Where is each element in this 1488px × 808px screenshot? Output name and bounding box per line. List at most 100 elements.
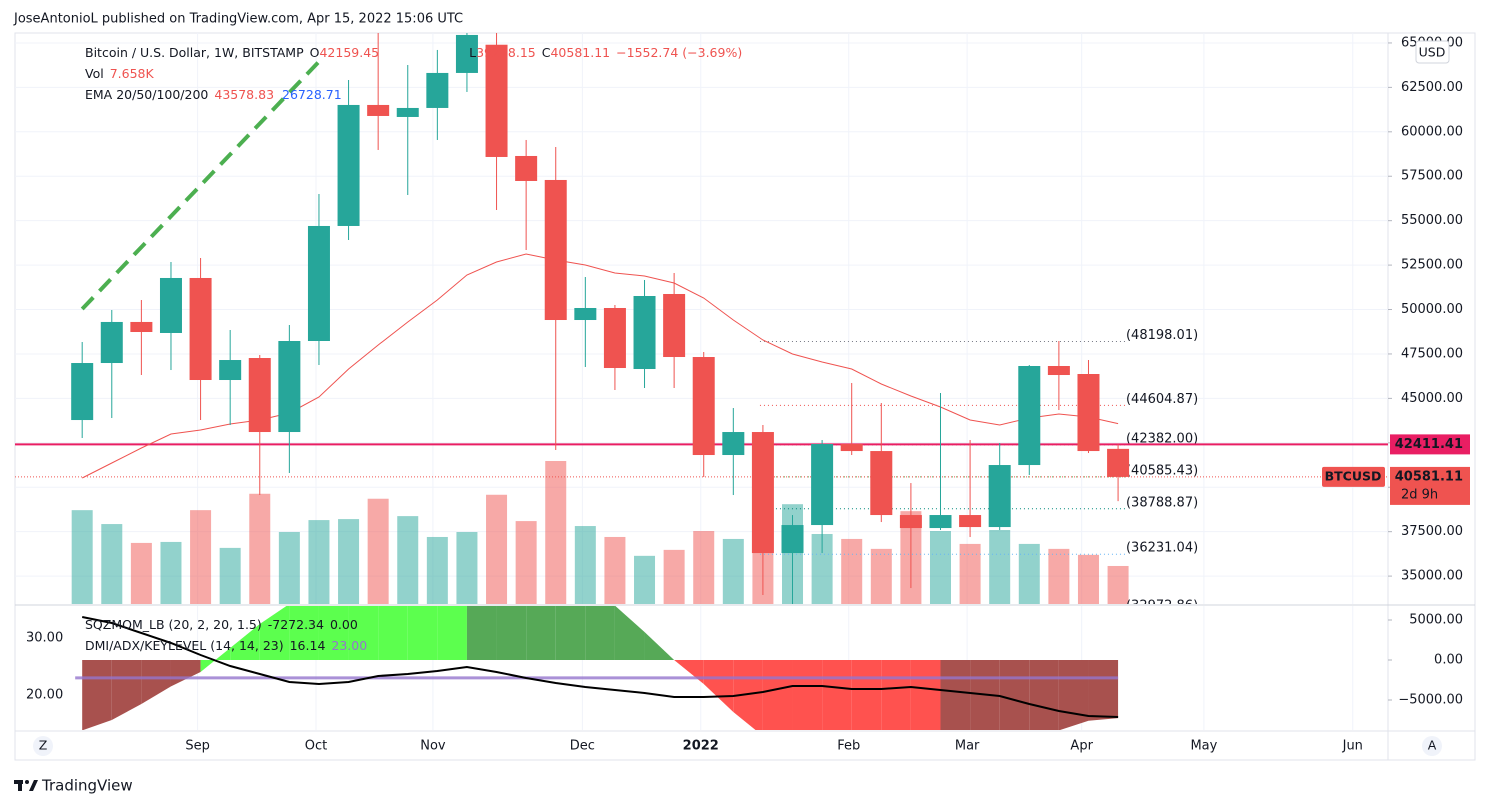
- volume-bar: [574, 526, 596, 604]
- countdown-label: 2d 9h: [1401, 487, 1438, 502]
- adx-line: [82, 616, 1119, 718]
- ema-trend-line: [80, 60, 321, 311]
- candle-body: [455, 34, 478, 73]
- volume-bar: [338, 519, 360, 604]
- legend-name: SQZMOM_LB (20, 2, 20, 1.5): [85, 617, 262, 632]
- momentum-area: [111, 660, 142, 720]
- logo-part: [18, 780, 22, 791]
- candle-body: [574, 307, 597, 321]
- candle-body: [870, 451, 893, 516]
- momentum-area: [289, 606, 319, 660]
- legend-value: 43578.83: [214, 87, 274, 102]
- scale-button[interactable]: [33, 736, 53, 756]
- y-tick-label: 47500.00: [1401, 346, 1463, 361]
- y-tick-label: 30.00: [26, 630, 63, 645]
- legend-line: EMA 20/50/100/200 43578.83 26728.71: [85, 87, 342, 102]
- candle-body: [307, 225, 330, 341]
- volume-bar: [71, 510, 93, 604]
- publisher-line: JoseAntonioL published on TradingView.co…: [13, 12, 463, 27]
- candle-body: [367, 104, 390, 116]
- candle-body: [1047, 366, 1070, 376]
- legend: Bitcoin / U.S. Dollar, 1W, BITSTAMP O4215…: [85, 45, 742, 653]
- volume-bar: [219, 547, 241, 604]
- volume-bar: [101, 524, 123, 604]
- candle-body: [959, 515, 982, 528]
- momentum-area: [141, 660, 171, 704]
- candle-body: [396, 107, 419, 117]
- candle-body: [1107, 448, 1130, 477]
- level-label: (44604.87): [1126, 392, 1198, 407]
- last-price-tag: [1390, 466, 1470, 505]
- legend-prefix: O: [310, 45, 320, 60]
- candle-body: [781, 525, 804, 554]
- momentum-area: [555, 606, 586, 660]
- x-tick-label: Jun: [1342, 739, 1363, 754]
- legend-value: 26728.71: [282, 87, 342, 102]
- price-pane: (48198.01) (44604.87) (42382.00) (40585.43)…: [15, 33, 1388, 604]
- candle-body: [544, 179, 567, 321]
- candle-body: [988, 465, 1011, 528]
- x-tick-label: Sep: [185, 739, 210, 754]
- volume-bar: [989, 530, 1011, 604]
- legend-prefix: L: [469, 45, 476, 60]
- x-tick-label: Nov: [420, 739, 446, 754]
- momentum-area: [407, 606, 438, 660]
- level-label: (42382.00): [1126, 431, 1198, 446]
- momentum-area: [82, 660, 112, 730]
- candle-body: [1077, 374, 1100, 452]
- scale-button-label[interactable]: A: [1428, 738, 1437, 753]
- candle-body: [248, 358, 271, 433]
- volume-bar: [160, 541, 182, 604]
- y-tick-label: 35000.00: [1401, 569, 1463, 584]
- volume-bar: [515, 521, 537, 604]
- legend-name: EMA 20/50/100/200: [85, 87, 208, 102]
- volume-bar: [870, 548, 892, 604]
- x-tick-label: 2022: [683, 739, 719, 754]
- axes: Sep Oct Nov Dec 2022 Feb Mar Apr May Jun 35000.00 3…: [26, 35, 1470, 754]
- marker-tag-label: 42411.41: [1395, 437, 1463, 452]
- candle-body: [751, 432, 774, 554]
- volume-bar: [486, 494, 508, 604]
- level-label: (38788.87): [1126, 495, 1198, 510]
- candle-body: [278, 340, 301, 433]
- candle-body: [219, 360, 242, 381]
- scale-button[interactable]: [1422, 736, 1442, 756]
- momentum-area: [437, 606, 467, 660]
- candle-body: [929, 515, 952, 529]
- y-tick-label: 50000.00: [1401, 302, 1463, 317]
- x-tick-label: Feb: [837, 739, 860, 754]
- legend-value: 16.14: [290, 638, 326, 653]
- momentum-area: [585, 606, 615, 660]
- x-tick-label: Apr: [1070, 739, 1093, 754]
- legend-line: Bitcoin / U.S. Dollar, 1W, BITSTAMP O4215…: [85, 45, 742, 60]
- x-tick-label: May: [1190, 739, 1217, 754]
- level-label: (48198.01): [1126, 328, 1198, 343]
- legend-line: DMI/ADX/KEYLEVEL (14, 14, 23) 16.14 23.00: [85, 638, 367, 653]
- candle-body: [337, 104, 360, 226]
- candle-body: [485, 44, 508, 157]
- momentum-area: [259, 606, 290, 660]
- momentum-area: [348, 606, 379, 660]
- momentum-area: [466, 606, 497, 660]
- tradingview-logo: [14, 780, 38, 791]
- volume-bar: [130, 542, 152, 604]
- scale-button-label[interactable]: Z: [39, 738, 48, 753]
- candle-body: [603, 307, 626, 369]
- volume-bar: [841, 538, 863, 604]
- volume-bar: [308, 520, 330, 604]
- logo-part: [25, 780, 29, 784]
- legend-change: −1552.74 (−3.69%): [616, 45, 742, 60]
- y-tick-label: 60000.00: [1401, 124, 1463, 139]
- candle-body: [189, 277, 212, 381]
- candle-body: [100, 321, 123, 364]
- legend-prefix: C: [542, 45, 551, 60]
- marker-tag: [1390, 434, 1470, 455]
- momentum-area: [703, 660, 734, 712]
- momentum-area: [1088, 660, 1119, 721]
- chart-frame: [14, 32, 1476, 761]
- candle-body: [899, 515, 922, 529]
- candle-body: [840, 444, 863, 452]
- momentum-area: [644, 632, 675, 660]
- y2-tick-label: 0.00: [1434, 653, 1463, 668]
